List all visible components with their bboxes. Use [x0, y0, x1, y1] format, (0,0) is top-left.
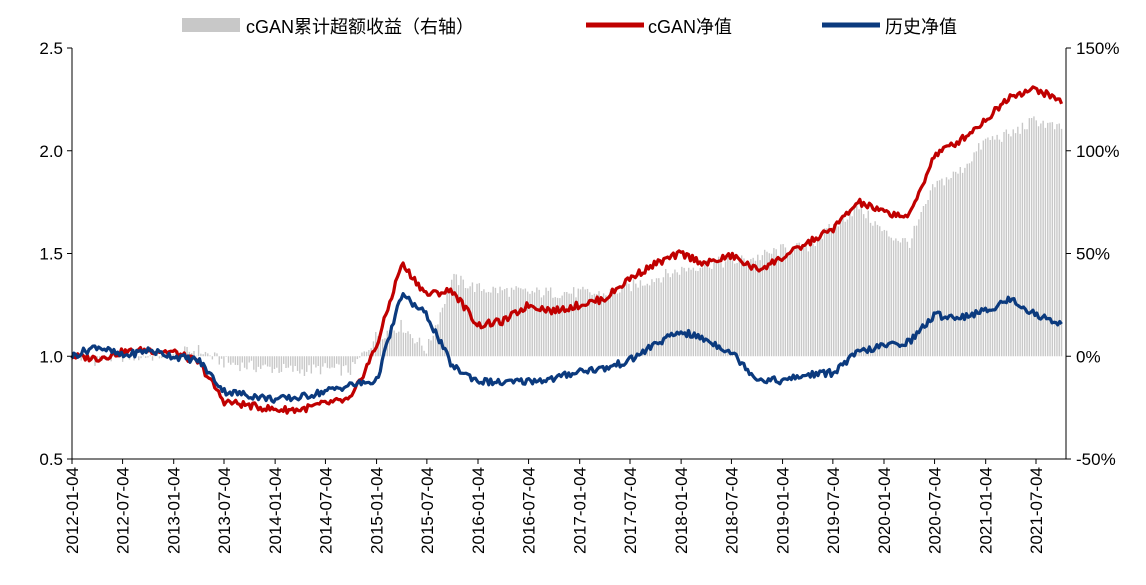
x-tick-label: 2018-07-04: [722, 467, 741, 554]
history-nav-line: [70, 292, 1063, 404]
x-tick-label: 2013-01-04: [165, 467, 184, 554]
x-tick-label: 2017-01-04: [571, 467, 590, 554]
legend-label-excess-return: cGAN累计超额收益（右轴）: [246, 17, 474, 37]
x-tick-label: 2017-07-04: [621, 467, 640, 554]
plot-area: [70, 85, 1064, 415]
right-tick-labels: -50% 0% 50% 100% 150%: [1066, 39, 1119, 469]
legend-label-cgan-nav: cGAN净值: [648, 17, 732, 37]
right-tick-label: -50%: [1076, 450, 1116, 469]
x-tick-label: 2019-07-04: [824, 467, 843, 554]
left-tick-label: 2.5: [39, 39, 63, 58]
legend-label-history-nav: 历史净值: [885, 17, 957, 37]
x-tick-label: 2012-07-04: [114, 467, 133, 554]
x-tick-label: 2020-01-04: [875, 467, 894, 554]
x-tick-label: 2012-01-04: [63, 467, 82, 554]
left-tick-label: 1.5: [39, 245, 63, 264]
x-tick-label: 2018-01-04: [672, 467, 691, 554]
x-tick-label: 2015-01-04: [368, 467, 387, 554]
left-tick-labels: 0.5 1.0 1.5 2.0 2.5: [39, 39, 72, 469]
axes: 0.5 1.0 1.5 2.0 2.5 -50% 0% 50% 100% 150% 2012-0…: [39, 39, 1119, 554]
left-tick-label: 1.0: [39, 347, 63, 366]
right-tick-label: 100%: [1076, 142, 1119, 161]
right-tick-label: 0%: [1076, 347, 1101, 366]
x-tick-label: 2020-07-04: [926, 467, 945, 554]
legend: cGAN累计超额收益（右轴） cGAN净值 历史净值: [182, 17, 957, 37]
left-tick-label: 0.5: [39, 450, 63, 469]
right-tick-label: 50%: [1076, 245, 1110, 264]
line-layer: [70, 85, 1064, 415]
x-tick-label: 2013-07-04: [215, 467, 234, 554]
x-tick-label: 2019-01-04: [774, 467, 793, 554]
x-tick-label: 2021-07-04: [1027, 467, 1046, 554]
x-tick-label: 2021-01-04: [977, 467, 996, 554]
x-tick-label: 2015-07-04: [418, 467, 437, 554]
left-tick-label: 2.0: [39, 142, 63, 161]
right-tick-label: 150%: [1076, 39, 1119, 58]
x-tick-labels: 2012-01-04 2012-07-04 2013-01-04 2013-07-04…: [63, 459, 1046, 554]
x-tick-label: 2014-07-04: [316, 467, 335, 554]
x-tick-label: 2016-01-04: [469, 467, 488, 554]
x-tick-label: 2014-01-04: [266, 467, 285, 554]
legend-swatch-excess-return: [182, 18, 240, 32]
x-tick-label: 2016-07-04: [520, 467, 539, 554]
cgan-nav-line: [71, 85, 1064, 415]
